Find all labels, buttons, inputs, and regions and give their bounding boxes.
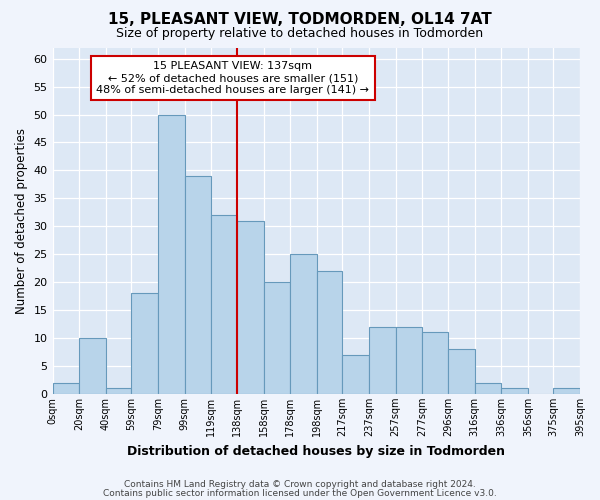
- Bar: [553, 388, 580, 394]
- Bar: [448, 349, 475, 394]
- Text: Contains HM Land Registry data © Crown copyright and database right 2024.: Contains HM Land Registry data © Crown c…: [124, 480, 476, 489]
- Bar: [211, 215, 237, 394]
- Bar: [317, 271, 343, 394]
- Text: Contains public sector information licensed under the Open Government Licence v3: Contains public sector information licen…: [103, 488, 497, 498]
- Text: 15 PLEASANT VIEW: 137sqm
← 52% of detached houses are smaller (151)
48% of semi-: 15 PLEASANT VIEW: 137sqm ← 52% of detach…: [97, 62, 370, 94]
- Bar: [106, 388, 131, 394]
- Bar: [369, 327, 396, 394]
- Y-axis label: Number of detached properties: Number of detached properties: [15, 128, 28, 314]
- Bar: [79, 338, 106, 394]
- Bar: [475, 382, 501, 394]
- Bar: [343, 355, 369, 394]
- Text: Size of property relative to detached houses in Todmorden: Size of property relative to detached ho…: [116, 28, 484, 40]
- Bar: [396, 327, 422, 394]
- Bar: [263, 282, 290, 394]
- X-axis label: Distribution of detached houses by size in Todmorden: Distribution of detached houses by size …: [127, 444, 505, 458]
- Bar: [422, 332, 448, 394]
- Bar: [131, 294, 158, 394]
- Bar: [158, 114, 185, 394]
- Text: 15, PLEASANT VIEW, TODMORDEN, OL14 7AT: 15, PLEASANT VIEW, TODMORDEN, OL14 7AT: [108, 12, 492, 28]
- Bar: [501, 388, 528, 394]
- Bar: [53, 382, 79, 394]
- Bar: [290, 254, 317, 394]
- Bar: [237, 220, 263, 394]
- Bar: [185, 176, 211, 394]
